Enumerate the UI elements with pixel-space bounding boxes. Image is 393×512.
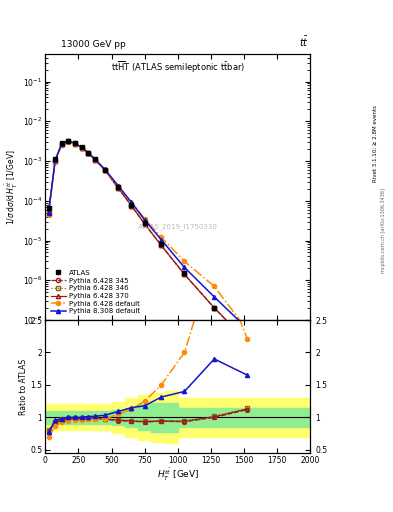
Text: ATLAS_2019_I1750330: ATLAS_2019_I1750330 [138,223,218,230]
Text: tt$\overline{\mathsf{H}}$T (ATLAS semileptonic t$\bar{\mathsf{t}}$bar): tt$\overline{\mathsf{H}}$T (ATLAS semile… [111,60,245,75]
Text: $t\bar{t}$: $t\bar{t}$ [299,35,309,49]
Text: mcplots.cern.ch [arXiv:1306.3436]: mcplots.cern.ch [arXiv:1306.3436] [381,188,386,273]
Y-axis label: $1/\sigma\,\mathrm{d}\sigma/\mathrm{d}\,H_T^{t\bar{t}}$ [1/GeV]: $1/\sigma\,\mathrm{d}\sigma/\mathrm{d}\,… [4,149,20,225]
Text: 13000 GeV pp: 13000 GeV pp [61,39,126,49]
Legend: ATLAS, Pythia 6.428 345, Pythia 6.428 346, Pythia 6.428 370, Pythia 6.428 defaul: ATLAS, Pythia 6.428 345, Pythia 6.428 34… [49,268,142,316]
Y-axis label: Ratio to ATLAS: Ratio to ATLAS [18,358,28,415]
Text: Rivet 3.1.10; ≥ 2.8M events: Rivet 3.1.10; ≥ 2.8M events [373,105,378,182]
X-axis label: $H_T^{t\bar{t}}$ [GeV]: $H_T^{t\bar{t}}$ [GeV] [157,466,199,482]
